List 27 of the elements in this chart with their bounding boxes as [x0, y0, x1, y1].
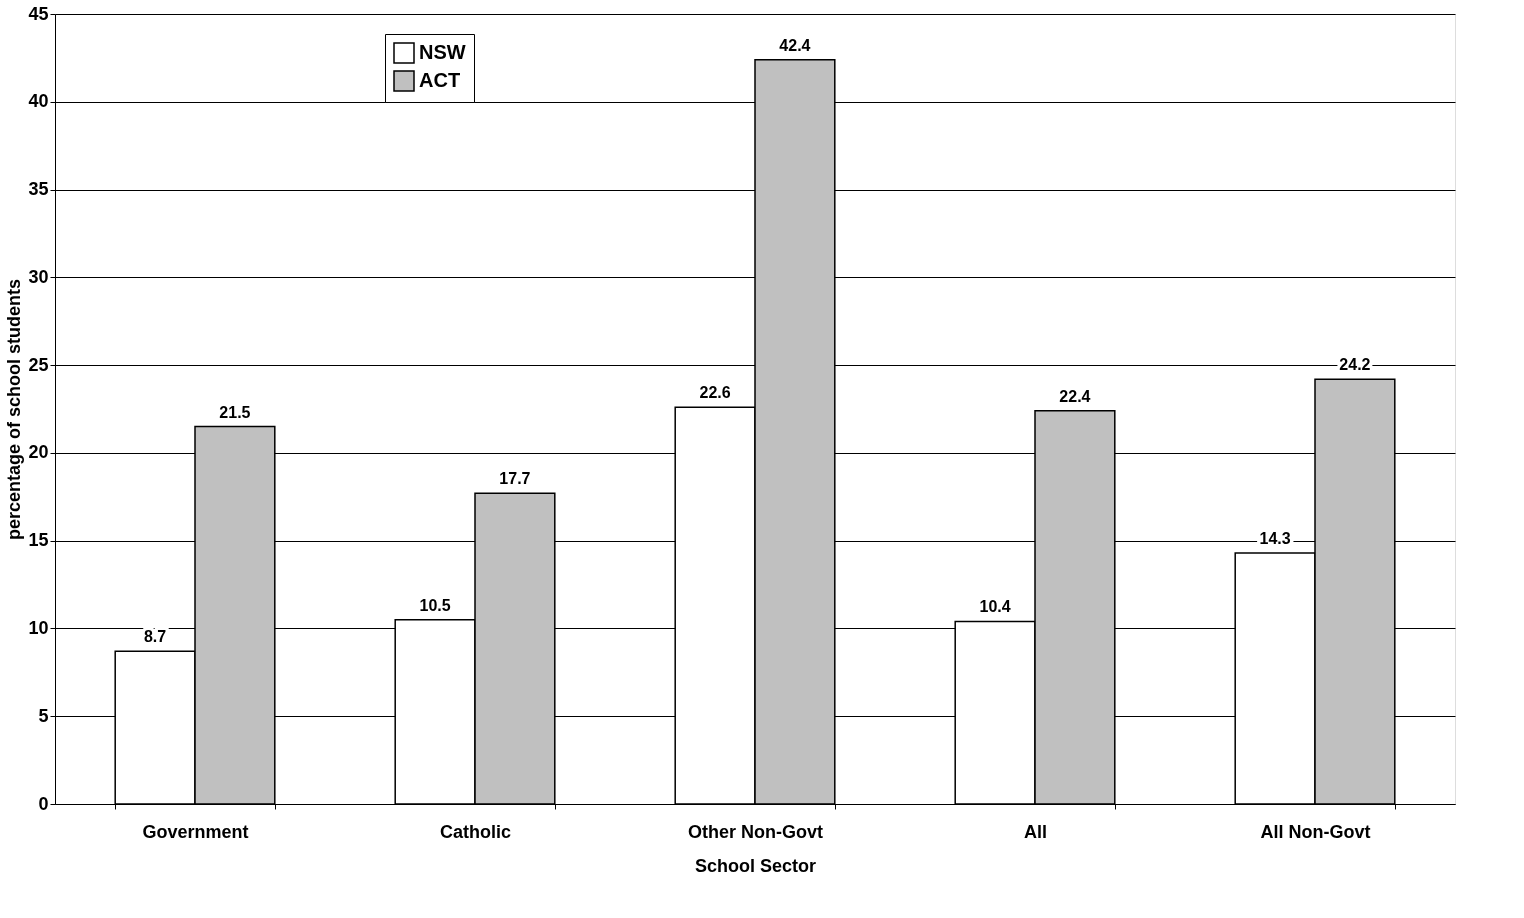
y-tick-label: 20	[28, 442, 49, 463]
legend-label: NSW	[419, 41, 466, 63]
data-label: 22.6	[699, 384, 731, 402]
y-tick-label: 30	[28, 266, 49, 287]
y-tick-label: 35	[28, 179, 49, 200]
x-tick-label: Government	[142, 821, 249, 842]
data-label: 17.7	[499, 470, 531, 488]
data-label: 10.5	[419, 596, 451, 614]
legend-label: ACT	[419, 69, 461, 91]
y-tick-label: 40	[28, 91, 49, 112]
x-tick-label: Catholic	[439, 821, 512, 842]
x-axis-title: School Sector	[694, 855, 817, 876]
data-label: 21.5	[219, 403, 251, 421]
y-tick-label: 25	[28, 354, 49, 375]
data-label: 42.4	[779, 36, 811, 54]
data-label: 10.4	[979, 598, 1011, 616]
x-tick-label: All	[1023, 821, 1048, 842]
x-tick-label: All Non-Govt	[1260, 821, 1371, 842]
y-axis-title: percentage of school students	[4, 278, 25, 541]
x-tick-label: Other Non-Govt	[688, 821, 823, 842]
y-tick-label: 10	[28, 617, 49, 638]
y-tick-label: 45	[28, 3, 49, 24]
y-tick-label: 5	[38, 705, 49, 726]
y-tick-label: 15	[28, 530, 49, 551]
data-label: 8.7	[143, 628, 167, 646]
data-label: 22.4	[1059, 387, 1091, 405]
y-tick-label: 0	[38, 793, 49, 814]
